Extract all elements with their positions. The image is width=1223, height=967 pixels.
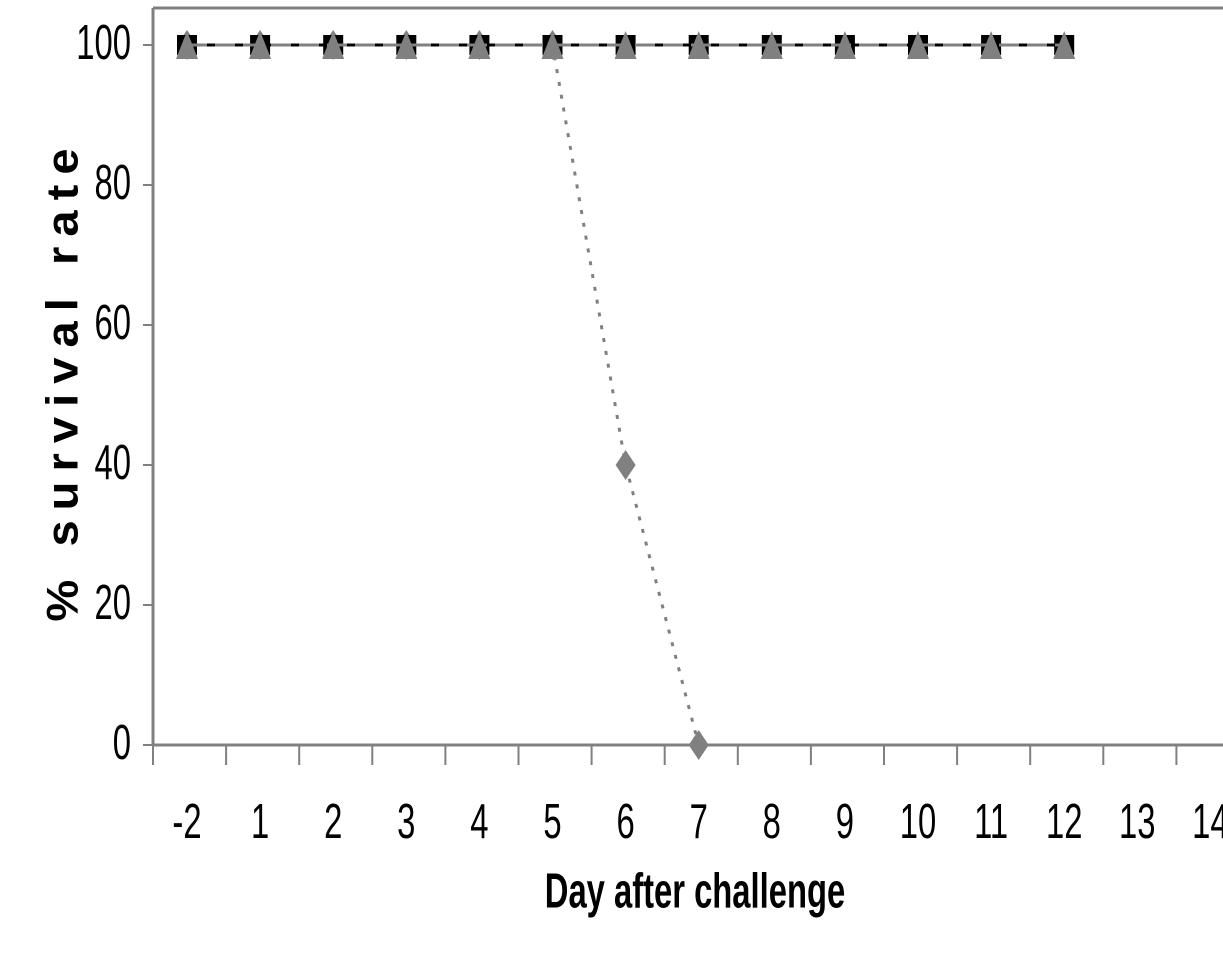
series-line-diamond: [187, 43, 701, 746]
x-tick-label: 5: [543, 793, 561, 848]
x-tick-label: 3: [397, 793, 415, 848]
x-tick-label: 11: [974, 793, 1008, 848]
diamond-marker: [615, 450, 636, 480]
y-tick-label: 80: [95, 154, 131, 209]
x-tick-label: 1: [251, 793, 269, 848]
x-tick-label: 6: [616, 793, 634, 848]
y-tick-label: 20: [95, 574, 131, 629]
triangle-marker: [687, 31, 710, 59]
y-axis-title: % survival rate: [38, 138, 87, 621]
triangle-marker: [980, 31, 1003, 59]
triangle-marker: [1053, 31, 1076, 59]
labels-layer: Day after challenge % survival rate: [38, 138, 845, 918]
series-layer: [176, 30, 1076, 760]
triangle-marker: [760, 31, 783, 59]
x-tick-label: 10: [900, 793, 936, 848]
x-tick-label: 9: [836, 793, 854, 848]
x-tick-label: -2: [172, 793, 201, 848]
diamond-marker: [688, 730, 709, 760]
triangle-marker: [614, 31, 637, 59]
x-axis-title: Day after challenge: [545, 863, 845, 918]
triangle-marker: [468, 31, 491, 59]
y-tick-label: 100: [76, 14, 131, 69]
x-tick-label: 4: [470, 793, 488, 848]
x-tick-label: 8: [763, 793, 781, 848]
triangle-marker: [541, 31, 564, 59]
y-tick-label: 60: [95, 294, 131, 349]
x-tick-label: 12: [1046, 793, 1082, 848]
x-tick-label: 14: [1192, 793, 1223, 848]
x-tick-label: 7: [690, 793, 708, 848]
x-tick-label: 13: [1119, 793, 1155, 848]
triangle-marker: [322, 31, 345, 59]
y-tick-label: 40: [95, 434, 131, 489]
triangle-marker: [249, 31, 272, 59]
triangle-marker: [176, 31, 198, 59]
triangle-marker: [833, 31, 856, 59]
triangle-marker: [395, 31, 418, 59]
y-tick-label: 0: [113, 714, 131, 769]
x-tick-label: 2: [324, 793, 342, 848]
triangle-marker: [907, 31, 929, 59]
